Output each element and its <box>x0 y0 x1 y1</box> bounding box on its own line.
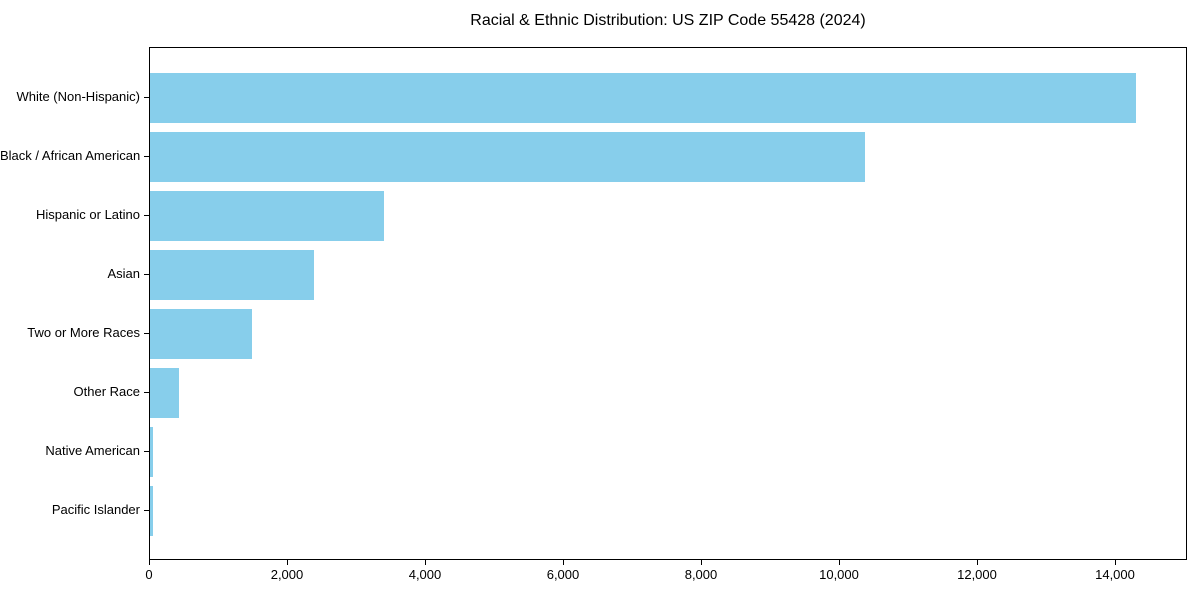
x-axis-label: 12,000 <box>957 567 997 582</box>
x-axis-label: 4,000 <box>408 567 442 582</box>
x-tick-mark <box>1115 560 1116 565</box>
bar <box>150 250 315 300</box>
x-tick-mark <box>287 560 288 565</box>
y-axis-label: Asian <box>107 266 140 281</box>
bar <box>150 427 154 477</box>
x-tick-mark <box>149 560 150 565</box>
plot-area <box>149 47 1187 560</box>
bar <box>150 309 253 359</box>
y-axis-label: Pacific Islander <box>51 502 140 517</box>
y-tick-mark <box>144 274 149 275</box>
x-tick-mark <box>977 560 978 565</box>
y-tick-mark <box>144 510 149 511</box>
y-tick-mark <box>144 215 149 216</box>
x-tick-mark <box>839 560 840 565</box>
y-axis-label: Two or More Races <box>27 325 140 340</box>
y-tick-mark <box>144 156 149 157</box>
chart-title: Racial & Ethnic Distribution: US ZIP Cod… <box>470 12 866 29</box>
x-axis-label: 8,000 <box>684 567 718 582</box>
x-tick-mark <box>563 560 564 565</box>
y-tick-mark <box>144 392 149 393</box>
y-axis-label: Other Race <box>73 384 140 399</box>
bar <box>150 132 865 182</box>
y-axis-label: Hispanic or Latino <box>35 207 140 222</box>
x-axis-label: 10,000 <box>819 567 859 582</box>
x-tick-mark <box>701 560 702 565</box>
bar <box>150 486 153 536</box>
y-axis-label: Black / African American <box>0 148 141 163</box>
x-tick-mark <box>425 560 426 565</box>
bar <box>150 73 1137 123</box>
x-axis-label: 14,000 <box>1095 567 1135 582</box>
y-tick-mark <box>144 333 149 334</box>
bar <box>150 368 179 418</box>
y-axis-label: Native American <box>45 443 140 458</box>
x-axis-label: 6,000 <box>546 567 580 582</box>
y-axis-label: White (Non-Hispanic) <box>16 89 140 104</box>
bar <box>150 191 384 241</box>
x-axis-label: 0 <box>145 567 153 582</box>
y-tick-mark <box>144 97 149 98</box>
y-tick-mark <box>144 451 149 452</box>
x-axis-label: 2,000 <box>270 567 304 582</box>
